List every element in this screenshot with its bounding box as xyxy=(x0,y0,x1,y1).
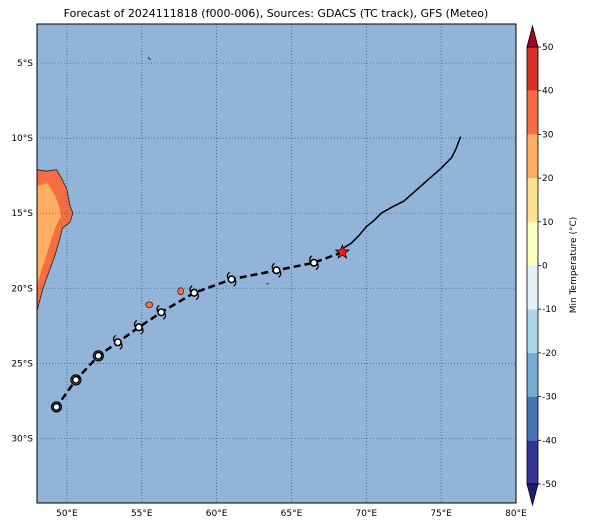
grid-lines xyxy=(37,24,516,503)
colorbar-over-arrow xyxy=(526,24,539,48)
colorbar-segment xyxy=(527,396,538,441)
colorbar-tick-label: -50 xyxy=(542,480,557,490)
reunion-island xyxy=(145,301,154,309)
cyclone-track xyxy=(50,136,462,413)
axis-ticks: 50°E 55°E 60°E 65°E 70°E 75°E 80°E 5°S 10°S 15°S 2… xyxy=(11,59,527,519)
cyclone-symbol-icon xyxy=(156,304,167,320)
x-tick-label: 65°E xyxy=(281,509,303,519)
mauritius-island xyxy=(177,287,185,296)
madagascar-warm-area xyxy=(37,183,61,286)
x-tick-label: 80°E xyxy=(505,509,527,519)
cyclone-symbol-icon xyxy=(226,271,237,287)
red-star-icon xyxy=(334,244,351,259)
colorbar-tick-label: 20 xyxy=(542,174,554,184)
colorbar-label: Min Temperature (°C) xyxy=(569,217,579,314)
colorbar-tick-label: -30 xyxy=(542,393,557,403)
y-tick-label: 25°S xyxy=(11,359,33,369)
cyclone-symbol-icon xyxy=(189,285,200,301)
colorbar-segment xyxy=(527,221,538,266)
y-tick-label: 5°S xyxy=(17,59,33,69)
colorbar-tick-label: 0 xyxy=(542,262,548,272)
colorbar-segment xyxy=(527,440,538,484)
colorbar-tick-label: -40 xyxy=(542,436,557,446)
colorbar-tick-label: 30 xyxy=(542,130,554,140)
colorbar-segment xyxy=(527,178,538,222)
colorbar-tick-label: 50 xyxy=(542,43,554,53)
cyclone-symbol-icon xyxy=(50,401,63,413)
colorbar-segment xyxy=(527,352,538,397)
cyclone-symbol-icon xyxy=(271,262,282,278)
colorbar-tick-label: 10 xyxy=(542,218,554,228)
seychelles-islet xyxy=(147,56,152,61)
y-tick-label: 15°S xyxy=(11,209,33,219)
past-track-line xyxy=(341,136,462,253)
colorbar-tick-label: -20 xyxy=(542,349,557,359)
colorbar-segment xyxy=(527,47,538,91)
colorbar-segment xyxy=(527,309,538,353)
cyclone-symbol-icon xyxy=(70,374,82,386)
colorbar-tick-label: 40 xyxy=(542,87,554,97)
colorbar-under-arrow xyxy=(526,483,539,507)
cyclone-symbol-icon xyxy=(112,334,123,350)
x-tick-label: 75°E xyxy=(430,509,452,519)
map-title: Forecast of 2024111818 (f000-006), Sourc… xyxy=(63,7,489,20)
plot-frame xyxy=(36,23,517,504)
cyclone-symbol-icon xyxy=(92,350,104,362)
cyclone-symbol-icon xyxy=(133,319,144,335)
x-tick-label: 55°E xyxy=(131,509,153,519)
colorbar-segment xyxy=(527,134,538,179)
colorbar-segment xyxy=(527,90,538,135)
colorbar-segment xyxy=(527,265,538,310)
cyclone-symbol-icon xyxy=(309,255,319,271)
y-tick-label: 30°S xyxy=(11,434,33,444)
y-tick-label: 20°S xyxy=(11,284,33,294)
colorbar-tick-label: -10 xyxy=(542,305,557,315)
ocean-background xyxy=(37,24,516,503)
x-tick-label: 70°E xyxy=(355,509,377,519)
land-layer xyxy=(37,56,270,312)
x-tick-label: 60°E xyxy=(206,509,228,519)
y-tick-label: 10°S xyxy=(11,134,33,144)
x-tick-label: 50°E xyxy=(56,509,78,519)
